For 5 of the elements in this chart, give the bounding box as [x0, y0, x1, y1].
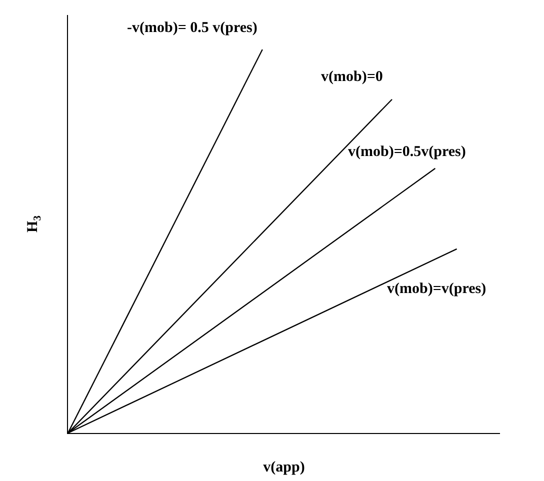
- series-label: v(mob)=v(pres): [387, 281, 486, 297]
- series-label: -v(mob)= 0.5 v(pres): [127, 20, 258, 36]
- series-label: v(mob)=0.5v(pres): [348, 144, 466, 160]
- series-label: v(mob)=0: [321, 69, 383, 85]
- x-axis-title: v(app): [263, 460, 305, 476]
